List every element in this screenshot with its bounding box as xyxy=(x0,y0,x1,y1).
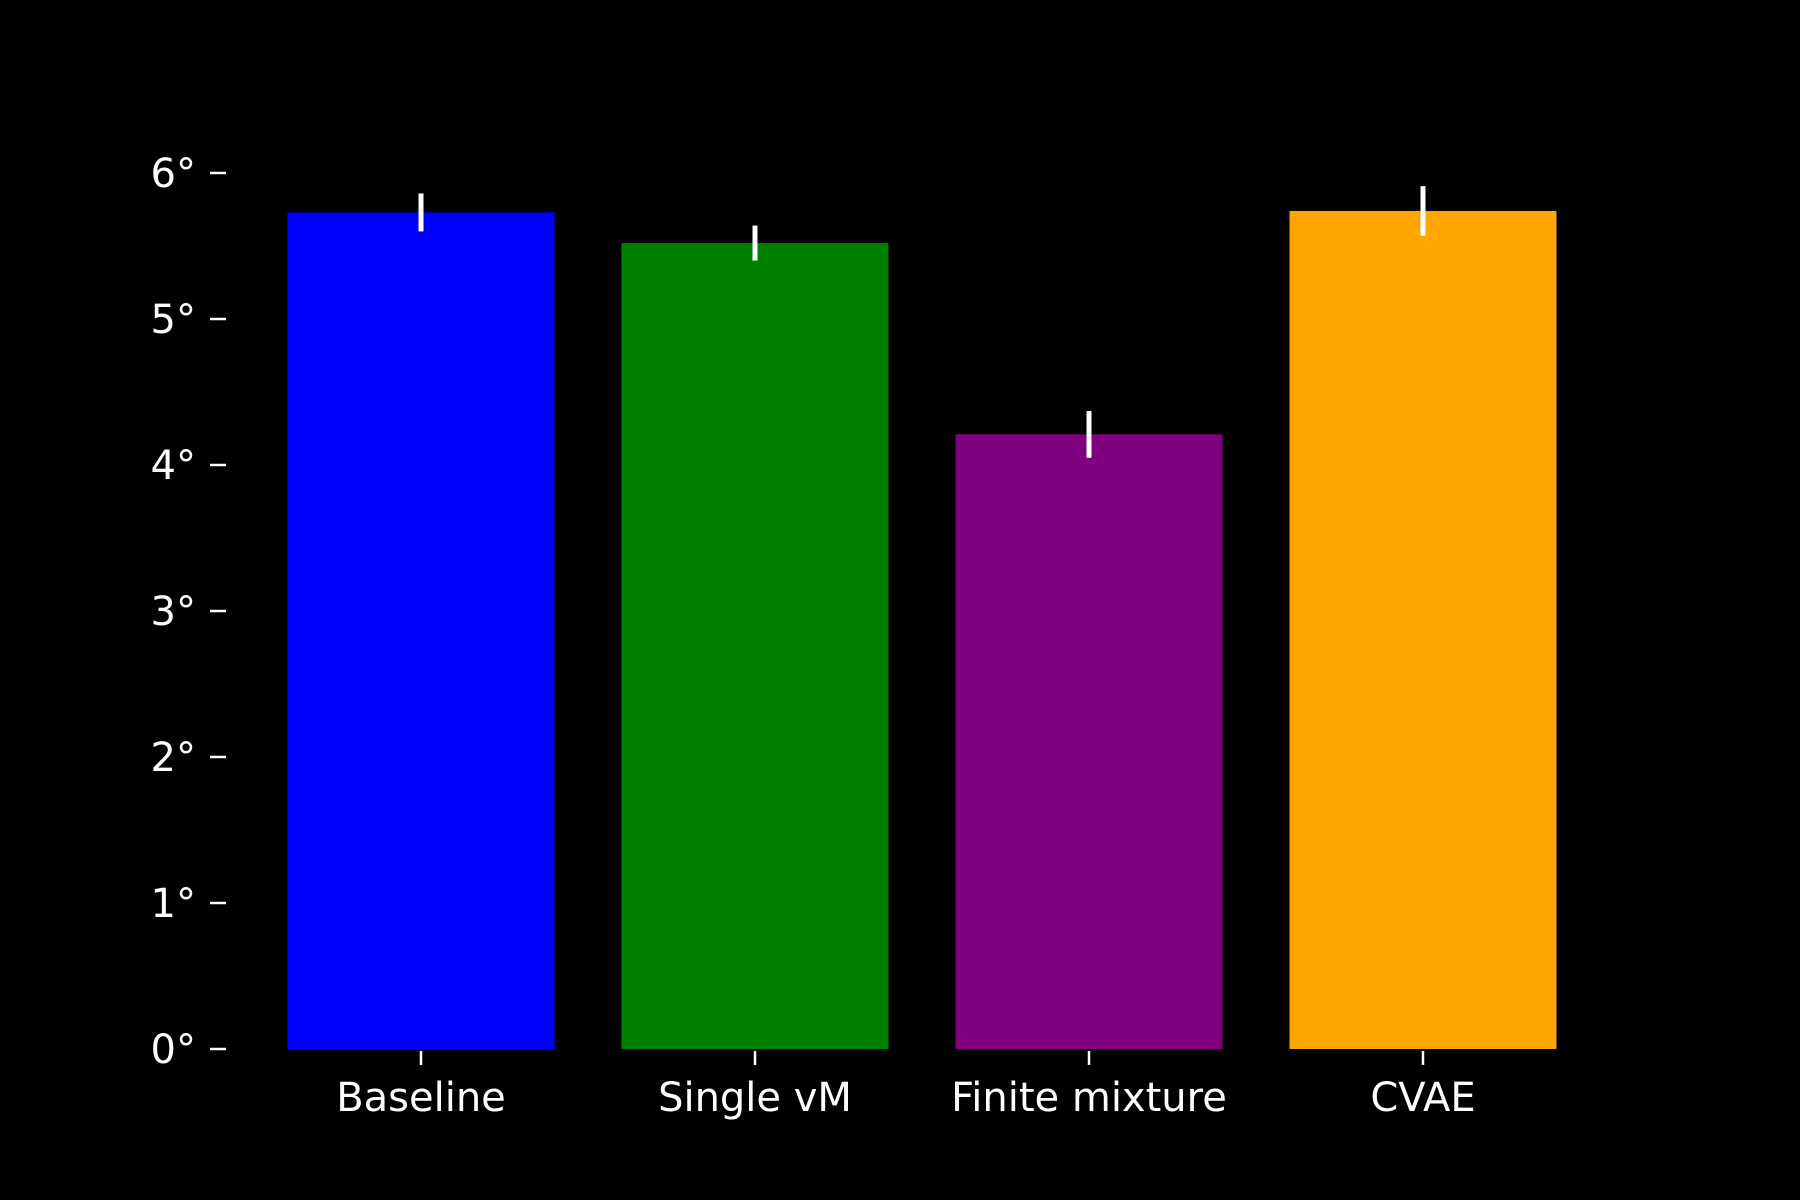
y-tick-label: 5° xyxy=(151,297,196,343)
y-tick-label: 6° xyxy=(151,151,196,197)
y-tick-label: 4° xyxy=(151,443,196,489)
bar xyxy=(287,212,555,1050)
x-tick-label: Single vM xyxy=(658,1075,852,1121)
x-tick-label: Finite mixture xyxy=(951,1075,1227,1121)
bar xyxy=(955,434,1223,1050)
y-tick-label: 2° xyxy=(151,735,196,781)
x-axis: Baseline Single vM Finite mixture CVAE xyxy=(336,1051,1476,1121)
bars xyxy=(287,210,1557,1050)
y-axis: 0° 1° 2° 3° 4° 5° 6° xyxy=(151,151,226,1073)
x-tick-label: CVAE xyxy=(1370,1075,1475,1121)
y-tick-label: 3° xyxy=(151,589,196,635)
y-tick-label: 0° xyxy=(151,1027,196,1073)
y-tick-label: 1° xyxy=(151,881,196,927)
bar xyxy=(1289,210,1557,1049)
x-tick-label: Baseline xyxy=(336,1075,506,1121)
bar xyxy=(621,243,889,1049)
error-bars xyxy=(418,186,1426,458)
